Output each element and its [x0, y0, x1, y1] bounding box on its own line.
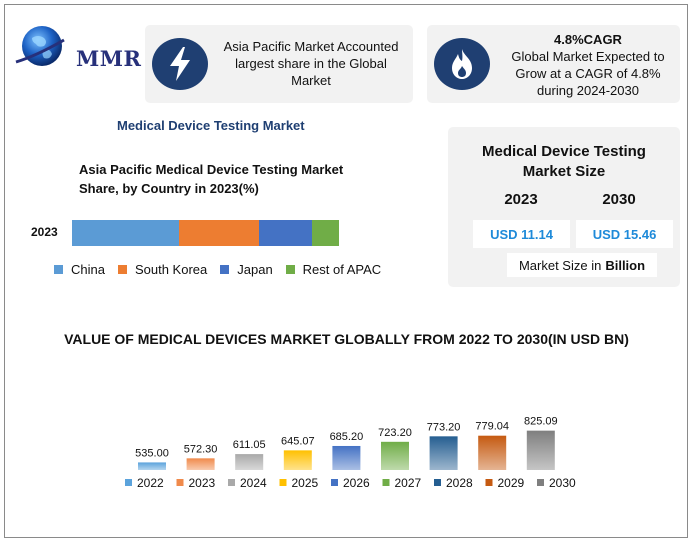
bar-legend-swatch: [331, 479, 338, 486]
brand-logo: MMR: [10, 22, 142, 78]
lightning-bolt-icon: [152, 38, 208, 90]
share-chart-title-line1: Asia Pacific Medical Device Testing Mark…: [79, 162, 344, 177]
bar-value-label: 611.05: [233, 439, 266, 451]
bar-2029: [478, 435, 507, 470]
bar-value-label: 723.20: [378, 427, 412, 439]
share-segment-rest-of-apac: [312, 220, 339, 246]
bar-legend-label: 2029: [498, 476, 525, 490]
logo-wordmark: MMR: [76, 46, 142, 71]
market-size-year-start: 2023: [504, 191, 538, 208]
share-legend-swatch: [117, 265, 127, 274]
bar-legend-swatch: [125, 479, 132, 486]
bar-2027: [381, 441, 409, 470]
market-size-unit-prefix: Market Size in: [518, 257, 602, 273]
bar-2025: [283, 450, 312, 470]
share-legend-item: Japan: [220, 262, 273, 277]
share-legend-label: China: [71, 262, 105, 277]
share-legend-label: Japan: [237, 262, 273, 277]
market-size-unit-bold: Billion: [605, 257, 646, 273]
bar-legend-swatch: [279, 479, 287, 486]
market-size-unit: Market Size in Billion: [507, 253, 657, 277]
share-legend-swatch: [220, 265, 230, 274]
bar-value-label: 773.20: [427, 421, 461, 433]
bar-2028: [429, 436, 458, 470]
bar-2024: [235, 454, 264, 470]
bar-legend-swatch: [434, 479, 441, 486]
bar-legend-label: 2030: [549, 476, 576, 490]
bar-value-label: 779.04: [475, 421, 509, 433]
market-size-value-start: USD 11.14: [473, 220, 570, 248]
stacked-share-bar: [72, 220, 339, 246]
bar-legend-label: 2028: [446, 476, 473, 490]
market-size-title: Medical Device Testing Market Size: [448, 142, 680, 182]
info-card-text: Asia Pacific Market Accounted largest sh…: [223, 39, 399, 88]
info-card-cagr: 4.8%CAGR Global Market Expected to Grow …: [427, 25, 680, 103]
share-chart-title-line2: Share, by Country in 2023(%): [79, 181, 259, 196]
bar-value-label: 572.30: [184, 443, 218, 455]
share-legend-swatch: [285, 265, 295, 274]
bar-legend-swatch: [485, 479, 493, 486]
share-legend-item: Rest of APAC: [285, 262, 382, 277]
share-year-label: 2023: [31, 225, 58, 239]
bar-2026: [332, 445, 361, 470]
infographic-frame: [4, 4, 688, 538]
market-size-value-end: USD 15.46: [576, 220, 673, 248]
info-card-asia-pacific: Asia Pacific Market Accounted largest sh…: [145, 25, 413, 103]
bar-value-label: 685.20: [330, 431, 364, 443]
share-legend-label: South Korea: [134, 262, 208, 277]
section-title: Medical Device Testing Market: [117, 118, 305, 133]
share-segment-south-korea: [178, 220, 259, 246]
bar-2030: [526, 430, 555, 470]
share-legend: China South Korea Japan Rest of APAC: [54, 262, 394, 277]
bar-legend-label: 2023: [189, 476, 216, 490]
bar-legend-swatch: [382, 479, 390, 486]
bar-legend-swatch: [176, 479, 184, 486]
bar-value-label: 535.00: [135, 447, 169, 459]
share-segment-china: [72, 220, 179, 246]
market-size-year-end: 2030: [602, 191, 636, 208]
share-legend-swatch: [54, 265, 63, 274]
share-legend-label: Rest of APAC: [302, 262, 382, 277]
bar-value-label: 645.07: [281, 435, 315, 447]
cagr-description: Global Market Expected to Grow at a CAGR…: [511, 49, 665, 98]
bar-value-label: 825.09: [524, 416, 558, 428]
market-size-title-line1: Medical Device Testing: [482, 143, 646, 160]
bar-legend-swatch: [228, 479, 235, 486]
share-chart-title: Asia Pacific Medical Device Testing Mark…: [79, 160, 399, 198]
market-size-title-line2: Market Size: [522, 163, 606, 180]
bar-legend-label: 2022: [137, 476, 164, 490]
globe-icon: [15, 26, 65, 66]
flame-icon: [434, 38, 490, 90]
share-legend-item: South Korea: [117, 262, 208, 277]
info-card-text: 4.8%CAGR Global Market Expected to Grow …: [499, 31, 677, 99]
bar-legend-label: 2024: [240, 476, 267, 490]
bar-chart-title: VALUE OF MEDICAL DEVICES MARKET GLOBALLY…: [64, 331, 629, 347]
share-legend-item: China: [54, 262, 105, 277]
cagr-heading: 4.8%CAGR: [554, 32, 622, 47]
share-segment-japan: [258, 220, 313, 246]
bar-legend-label: 2026: [343, 476, 370, 490]
bar-legend-swatch: [537, 479, 544, 486]
bar-legend-label: 2027: [395, 476, 422, 490]
bar-legend-label: 2025: [292, 476, 319, 490]
bar-2022: [138, 462, 166, 470]
bar-2023: [186, 458, 215, 470]
